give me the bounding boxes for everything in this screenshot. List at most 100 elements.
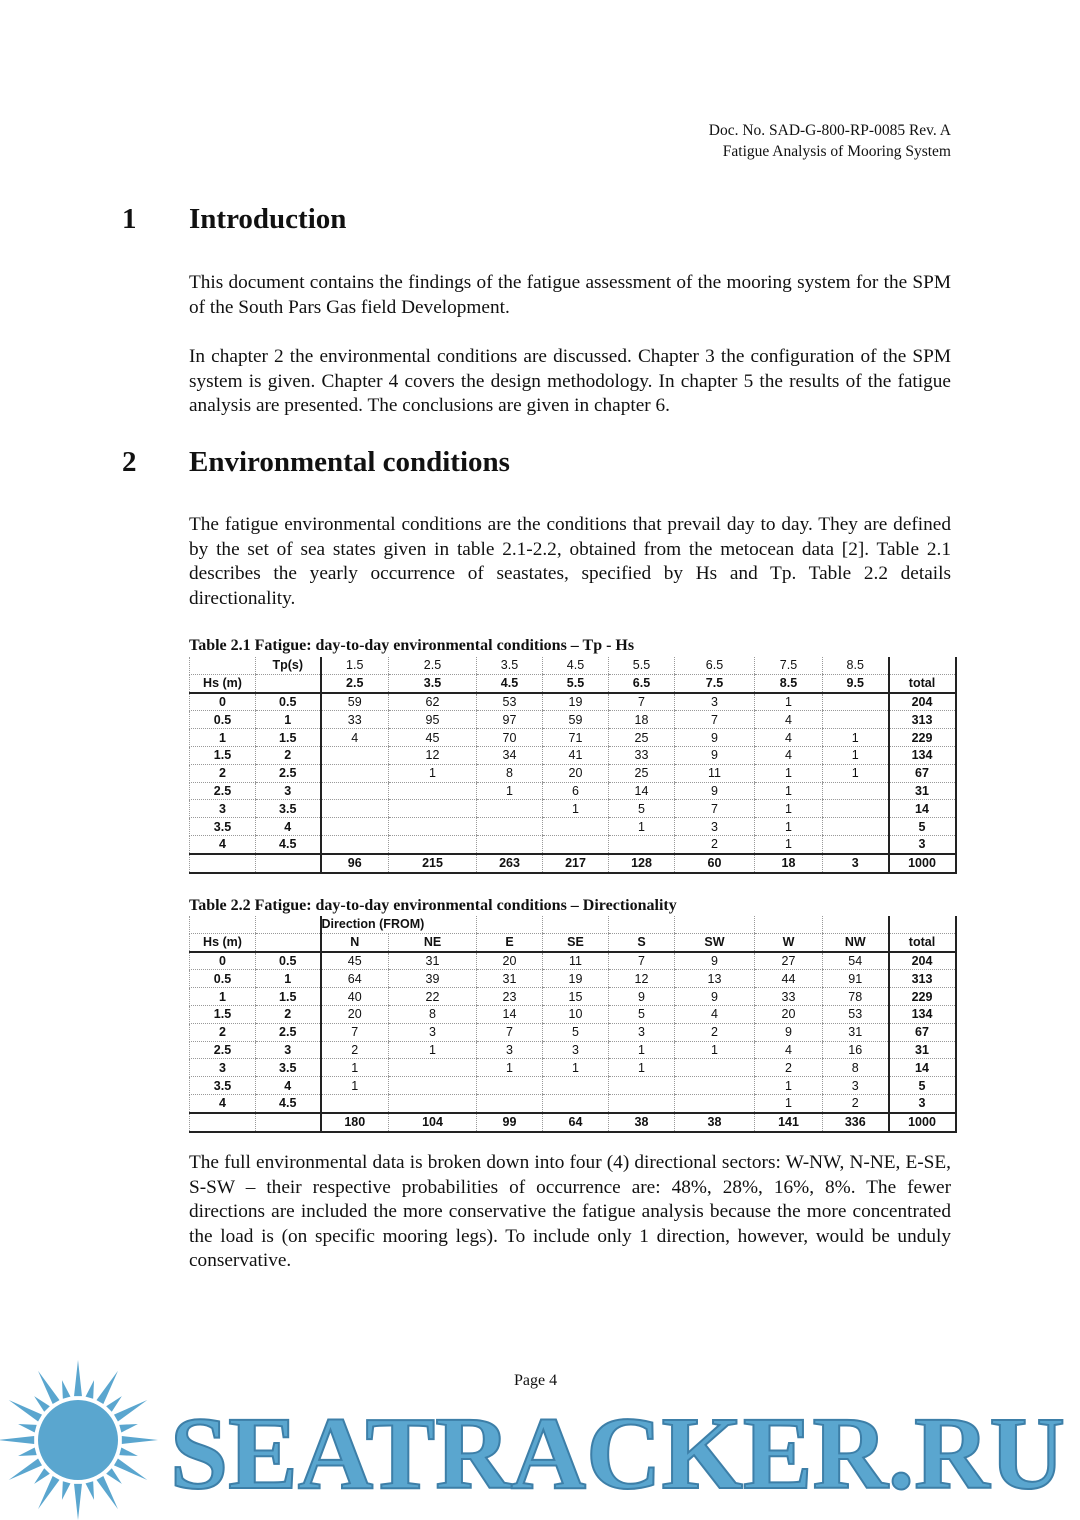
table-cell: 44 [754,969,823,989]
sun-ray [61,1380,71,1399]
table-cell: 8.5 [754,674,823,694]
table-cell: 3 [674,692,755,712]
section-heading-2: 2 Environmental conditions [122,446,510,478]
table-cell [822,710,889,730]
table-cell: 4 [255,817,321,836]
table-row: 4 4.5 2 1 3 [189,835,957,855]
table-cell: 2 [822,1094,889,1114]
table-cell: Hs (m) [189,933,256,953]
table-cell: 20 [476,951,543,971]
table-cell: 7 [674,799,755,819]
table-cell: 7 [608,692,675,712]
table-cell: 5 [608,1005,675,1024]
table-row: 3.5 4 1 1 3 5 [189,1076,957,1095]
table-cell [887,916,957,934]
table-row: 2.5 3 1 6 14 9 1 31 [189,782,957,801]
table-cell: 2.5 [189,782,256,801]
table-row: Tp(s) 1.5 2.5 3.5 4.5 5.5 6.5 7.5 8.5 [189,657,957,675]
table-cell: Direction (FROM) [319,916,477,934]
page-number: Page 4 [514,1372,558,1390]
table-cell: 16 [822,1041,889,1060]
table-cell: 5 [608,799,675,819]
table-cell [476,835,543,855]
table-cell: 1 [754,799,823,819]
table-cell: 6.5 [674,657,755,675]
table-cell: 11 [674,764,755,783]
table-cell: 1 [608,1058,675,1078]
table-cell: 53 [822,1005,889,1024]
table-cell: 3.5 [388,674,477,694]
document-header: Doc. No. SAD-G-800-RP-0085 Rev. A Fatigu… [709,120,951,162]
sun-ray [18,1423,37,1433]
table-cell [542,817,609,836]
table-cell [542,916,609,934]
table-cell: 3 [189,1058,256,1078]
table-cell: 15 [542,987,609,1006]
sun-ray [38,1475,60,1510]
table-cell: 3 [255,782,321,801]
table-cell: 3 [542,1041,609,1060]
table-cell: NW [822,933,889,953]
table-cell: 4 [255,1076,321,1095]
table-cell [189,852,256,874]
table-cell: 9 [608,987,675,1006]
table-cell: 2 [189,1023,256,1042]
table-cell: W [754,933,823,953]
table-cell: 1 [255,710,321,730]
table-cell: 8.5 [822,657,889,675]
table-cell: 5 [542,1023,609,1042]
table-cell: 4 [754,1041,823,1060]
table-cell: 53 [476,692,543,712]
sun-ray [38,1370,60,1405]
table-cell: 59 [542,710,609,730]
table-cell [674,1094,755,1114]
table-cell [388,817,477,836]
table-cell: 3 [887,835,957,855]
table-cell: 3.5 [189,1076,256,1095]
table-cell: 1 [674,1041,755,1060]
table-cell: 6.5 [608,674,675,694]
sun-ray [34,1396,50,1412]
table-cell: 1 [754,1076,823,1095]
watermark: SEATRACKER.RU [0,1360,1066,1520]
table-cell [822,782,889,801]
table-cell: 2.5 [319,674,389,694]
table-cell: 64 [542,1111,609,1133]
table-cell: 1000 [887,852,957,874]
table-cell: 1 [388,1041,477,1060]
table-cell: 1.5 [189,1005,256,1024]
table-cell: 9 [674,782,755,801]
table-cell: 7 [674,710,755,730]
table-cell [388,835,477,855]
table-cell: 2.5 [388,657,477,675]
table-cell: 19 [542,969,609,989]
table-cell: 34 [476,746,543,765]
table-cell: 3 [189,799,256,819]
table-cell: 91 [822,969,889,989]
sun-ray [8,1400,43,1422]
table-cell: 59 [319,692,389,712]
table-cell [189,657,256,675]
table-cell [822,835,889,855]
table-cell: 38 [608,1111,675,1133]
table-cell: 40 [319,987,389,1006]
table-cell: 3 [887,1094,957,1114]
table-cell: 9 [754,1023,823,1042]
table-cell: 4 [754,728,823,747]
table-row: 2 2.5 7 3 7 5 3 2 9 31 67 [189,1023,957,1042]
table-cell [476,916,543,934]
table-tp-hs: Tp(s) 1.5 2.5 3.5 4.5 5.5 6.5 7.5 8.5 Hs (m) 2.5 3.… [189,657,957,874]
table-cell: 229 [887,728,957,747]
table-cell: 8 [476,764,543,783]
watermark-text: SEATRACKER.RU [170,1396,1065,1511]
table-cell: 14 [887,1058,957,1078]
table-cell [255,933,321,953]
table-cell: 39 [388,969,477,989]
table-cell [542,835,609,855]
table-cell: 0.5 [255,692,321,712]
table-cell: 25 [608,728,675,747]
table-cell: 3 [822,1076,889,1095]
table-cell: 11 [542,951,609,971]
table-cell [189,1111,256,1133]
table-cell: 2.5 [189,1041,256,1060]
